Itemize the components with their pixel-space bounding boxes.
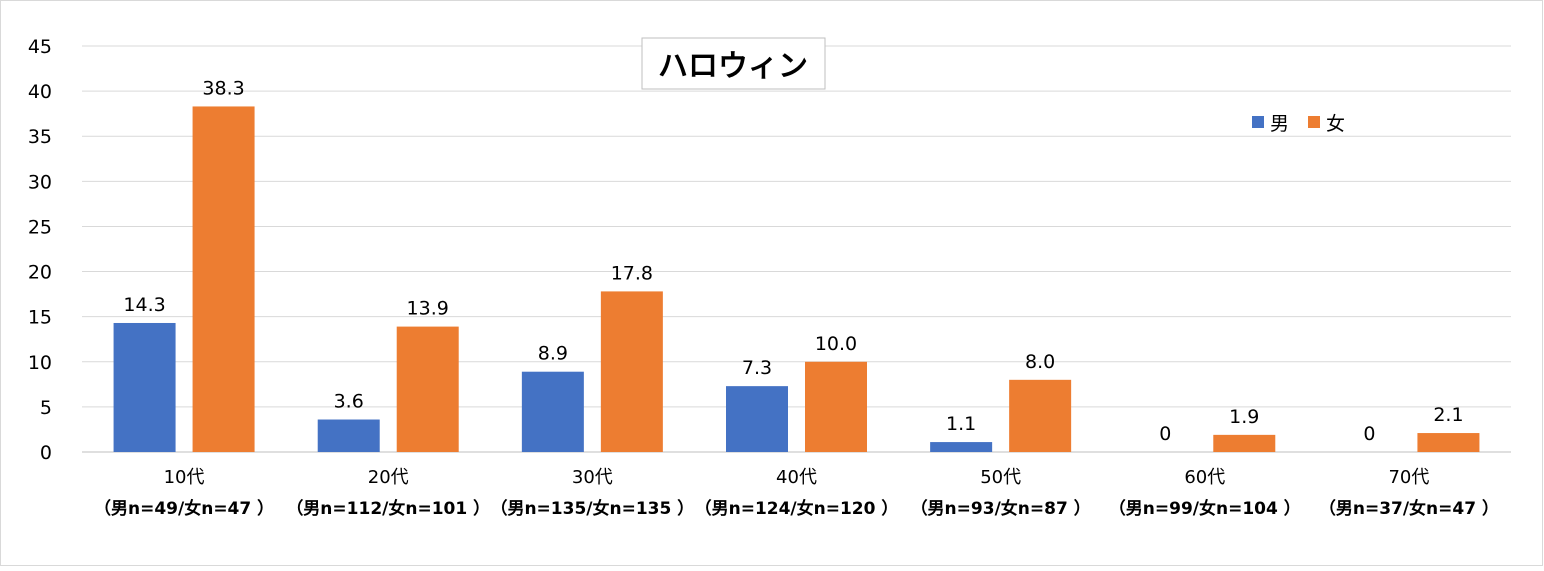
- chart-title-box: ハロウィン: [641, 37, 826, 90]
- data-label: 1.9: [1229, 406, 1259, 428]
- y-tick-label: 30: [28, 171, 52, 193]
- x-tick-label: 40代: [776, 467, 817, 488]
- y-tick-label: 10: [28, 352, 52, 374]
- x-tick-sublabel: （男n=112/女n=101 ）: [286, 498, 490, 519]
- bar: [726, 386, 788, 452]
- data-label: 2.1: [1433, 404, 1463, 426]
- legend: 男 女: [1252, 113, 1345, 135]
- legend-label-male: 男: [1270, 113, 1289, 135]
- y-tick-label: 5: [40, 397, 52, 419]
- data-label: 7.3: [742, 357, 772, 379]
- y-axis: 0 5 10 15 20 25 30 35 40 45: [28, 36, 52, 464]
- y-tick-label: 35: [28, 126, 52, 148]
- x-tick-label: 50代: [980, 467, 1021, 488]
- y-tick-label: 25: [28, 216, 52, 238]
- bars: [113, 106, 1480, 453]
- data-label: 38.3: [202, 77, 244, 99]
- legend-swatch-male: [1252, 116, 1264, 128]
- bar: [113, 322, 176, 452]
- bar: [1213, 434, 1276, 452]
- bar: [930, 442, 993, 452]
- bar: [521, 371, 584, 452]
- x-tick-sublabel: （男n=124/女n=120 ）: [695, 498, 899, 519]
- data-label: 8.0: [1025, 351, 1055, 373]
- data-label: 1.1: [946, 413, 976, 435]
- x-tick-label: 10代: [164, 467, 205, 488]
- x-tick-sublabel: （男n=49/女n=47 ）: [94, 498, 274, 519]
- y-tick-label: 40: [28, 81, 52, 103]
- x-tick-label: 70代: [1388, 467, 1429, 488]
- data-label: 17.8: [611, 262, 653, 284]
- chart-title: ハロウィン: [658, 49, 808, 84]
- bar: [192, 106, 255, 453]
- data-label: 8.9: [538, 343, 568, 365]
- bar: [1417, 433, 1480, 452]
- bar: [600, 291, 663, 452]
- data-labels: 14.3 38.3 3.6 13.9 8.9 17.8 7.3 10.0 1.1 8.0 0 1.9 0…: [123, 77, 1463, 445]
- bar: [317, 419, 380, 452]
- bar: [1009, 379, 1072, 452]
- data-label: 3.6: [334, 391, 364, 413]
- legend-label-female: 女: [1326, 113, 1345, 135]
- data-label: 13.9: [407, 298, 449, 320]
- x-tick-label: 60代: [1184, 467, 1225, 488]
- x-axis: 10代 （男n=49/女n=47 ） 20代 （男n=112/女n=101 ） 30代 （…: [94, 467, 1499, 519]
- x-tick-sublabel: （男n=37/女n=47 ）: [1319, 498, 1499, 519]
- bar: [396, 326, 459, 452]
- data-label: 10.0: [815, 333, 857, 355]
- x-tick-sublabel: （男n=93/女n=87 ）: [911, 498, 1091, 519]
- x-tick-label: 20代: [368, 467, 409, 488]
- x-tick-sublabel: （男n=135/女n=135 ）: [490, 498, 694, 519]
- y-tick-label: 20: [28, 262, 52, 284]
- y-tick-label: 45: [28, 36, 52, 58]
- data-label: 0: [1363, 423, 1375, 445]
- x-tick-label: 30代: [572, 467, 613, 488]
- data-label: 14.3: [123, 294, 165, 316]
- y-tick-label: 15: [28, 307, 52, 329]
- bar: [805, 361, 867, 452]
- y-tick-label: 0: [40, 442, 52, 464]
- x-tick-sublabel: （男n=99/女n=104 ）: [1109, 498, 1301, 519]
- data-label: 0: [1159, 423, 1171, 445]
- legend-swatch-female: [1308, 116, 1320, 128]
